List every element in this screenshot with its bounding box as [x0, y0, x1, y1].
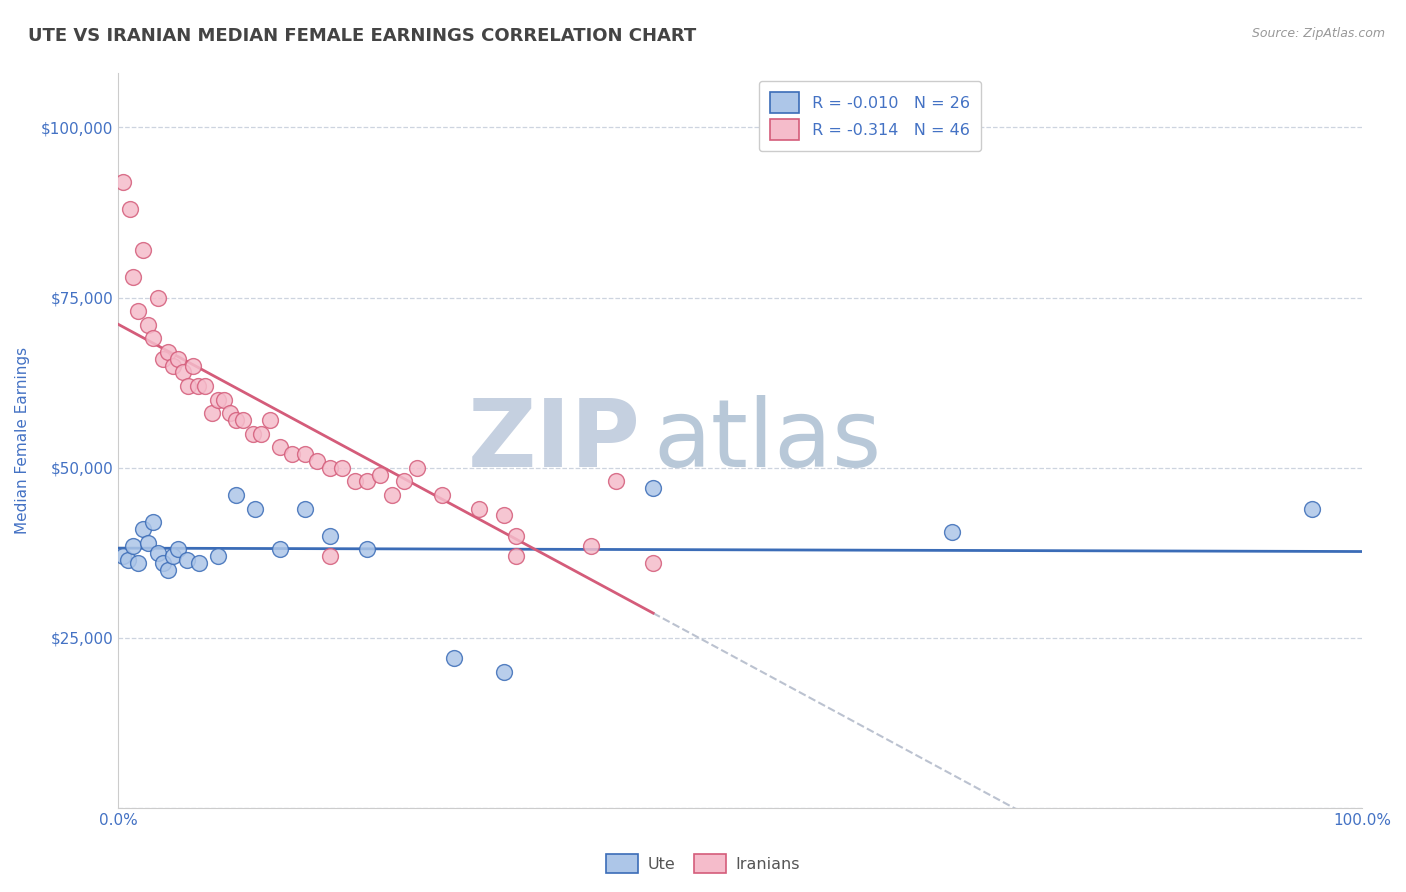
- Point: [122, 270, 145, 285]
- Point: [356, 475, 378, 489]
- Point: [381, 488, 404, 502]
- Point: [219, 406, 242, 420]
- Point: [146, 291, 169, 305]
- Point: [430, 488, 453, 502]
- Point: [127, 304, 149, 318]
- Point: [201, 406, 224, 420]
- Point: [443, 651, 465, 665]
- Point: [136, 318, 159, 332]
- Point: [167, 351, 190, 366]
- Text: Source: ZipAtlas.com: Source: ZipAtlas.com: [1251, 27, 1385, 40]
- Point: [368, 467, 391, 482]
- Point: [468, 501, 491, 516]
- Point: [319, 529, 342, 543]
- Point: [605, 475, 627, 489]
- Point: [132, 522, 155, 536]
- Point: [142, 515, 165, 529]
- Point: [187, 379, 209, 393]
- Point: [579, 539, 602, 553]
- Point: [194, 379, 217, 393]
- Point: [505, 529, 527, 543]
- Point: [172, 366, 194, 380]
- Point: [142, 331, 165, 345]
- Legend:  R = -0.010   N = 26,  R = -0.314   N = 46: R = -0.010 N = 26, R = -0.314 N = 46: [759, 81, 981, 151]
- Point: [157, 563, 180, 577]
- Point: [319, 549, 342, 564]
- Point: [643, 481, 665, 495]
- Point: [307, 454, 329, 468]
- Point: [294, 447, 316, 461]
- Point: [118, 202, 141, 216]
- Point: [250, 426, 273, 441]
- Point: [242, 426, 264, 441]
- Point: [112, 175, 135, 189]
- Point: [181, 359, 204, 373]
- Point: [162, 549, 184, 564]
- Point: [177, 379, 200, 393]
- Point: [112, 549, 135, 564]
- Point: [157, 345, 180, 359]
- Point: [505, 549, 527, 564]
- Point: [294, 501, 316, 516]
- Point: [132, 243, 155, 257]
- Point: [394, 475, 416, 489]
- Point: [152, 556, 174, 570]
- Text: UTE VS IRANIAN MEDIAN FEMALE EARNINGS CORRELATION CHART: UTE VS IRANIAN MEDIAN FEMALE EARNINGS CO…: [28, 27, 696, 45]
- Text: ZIP: ZIP: [468, 394, 641, 486]
- Point: [162, 359, 184, 373]
- Point: [492, 508, 515, 523]
- Point: [232, 413, 254, 427]
- Point: [225, 413, 247, 427]
- Point: [152, 351, 174, 366]
- Point: [225, 488, 247, 502]
- Legend: Ute, Iranians: Ute, Iranians: [599, 847, 807, 880]
- Point: [117, 552, 139, 566]
- Point: [176, 552, 198, 566]
- Point: [343, 475, 366, 489]
- Point: [207, 392, 229, 407]
- Point: [127, 556, 149, 570]
- Point: [122, 539, 145, 553]
- Point: [281, 447, 304, 461]
- Point: [167, 542, 190, 557]
- Point: [243, 501, 266, 516]
- Y-axis label: Median Female Earnings: Median Female Earnings: [15, 347, 30, 534]
- Point: [207, 549, 229, 564]
- Point: [405, 460, 427, 475]
- Point: [259, 413, 281, 427]
- Text: atlas: atlas: [654, 394, 882, 486]
- Point: [188, 556, 211, 570]
- Point: [643, 556, 665, 570]
- Point: [492, 665, 515, 679]
- Point: [356, 542, 378, 557]
- Point: [941, 525, 963, 540]
- Point: [146, 546, 169, 560]
- Point: [330, 460, 353, 475]
- Point: [136, 535, 159, 549]
- Point: [1301, 501, 1323, 516]
- Point: [269, 542, 291, 557]
- Point: [269, 440, 291, 454]
- Point: [319, 460, 342, 475]
- Point: [212, 392, 235, 407]
